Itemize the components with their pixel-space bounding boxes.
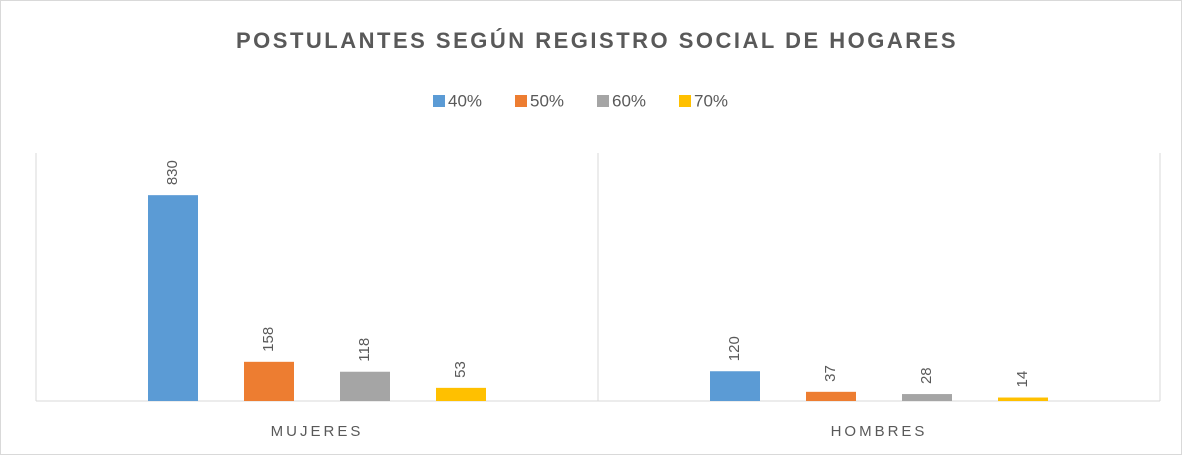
bar [902, 394, 952, 401]
bar [148, 195, 198, 401]
data-label: 158 [260, 327, 277, 352]
legend-swatch [515, 95, 527, 107]
data-label: 118 [356, 338, 373, 362]
bar [436, 387, 486, 401]
legend-swatch [597, 95, 609, 107]
data-label: 28 [918, 367, 935, 384]
bar [806, 391, 856, 401]
legend-swatch [433, 95, 445, 107]
legend-label: 60% [612, 91, 646, 110]
bar [244, 361, 294, 401]
data-label: 37 [822, 365, 839, 382]
legend-swatch [679, 95, 691, 107]
data-label: 14 [1014, 371, 1031, 388]
bar [710, 371, 760, 401]
data-label: 53 [452, 361, 469, 378]
data-label: 830 [164, 160, 181, 185]
legend-label: 40% [448, 91, 482, 110]
bar [998, 397, 1048, 401]
bar [340, 371, 390, 401]
legend-label: 70% [694, 91, 728, 110]
chart-title: POSTULANTES SEGÚN REGISTRO SOCIAL DE HOG… [236, 28, 958, 53]
legend-label: 50% [530, 91, 564, 110]
data-label: 120 [726, 336, 743, 361]
x-tick-label: HOMBRES [831, 423, 928, 440]
x-tick-label: MUJERES [271, 423, 364, 440]
